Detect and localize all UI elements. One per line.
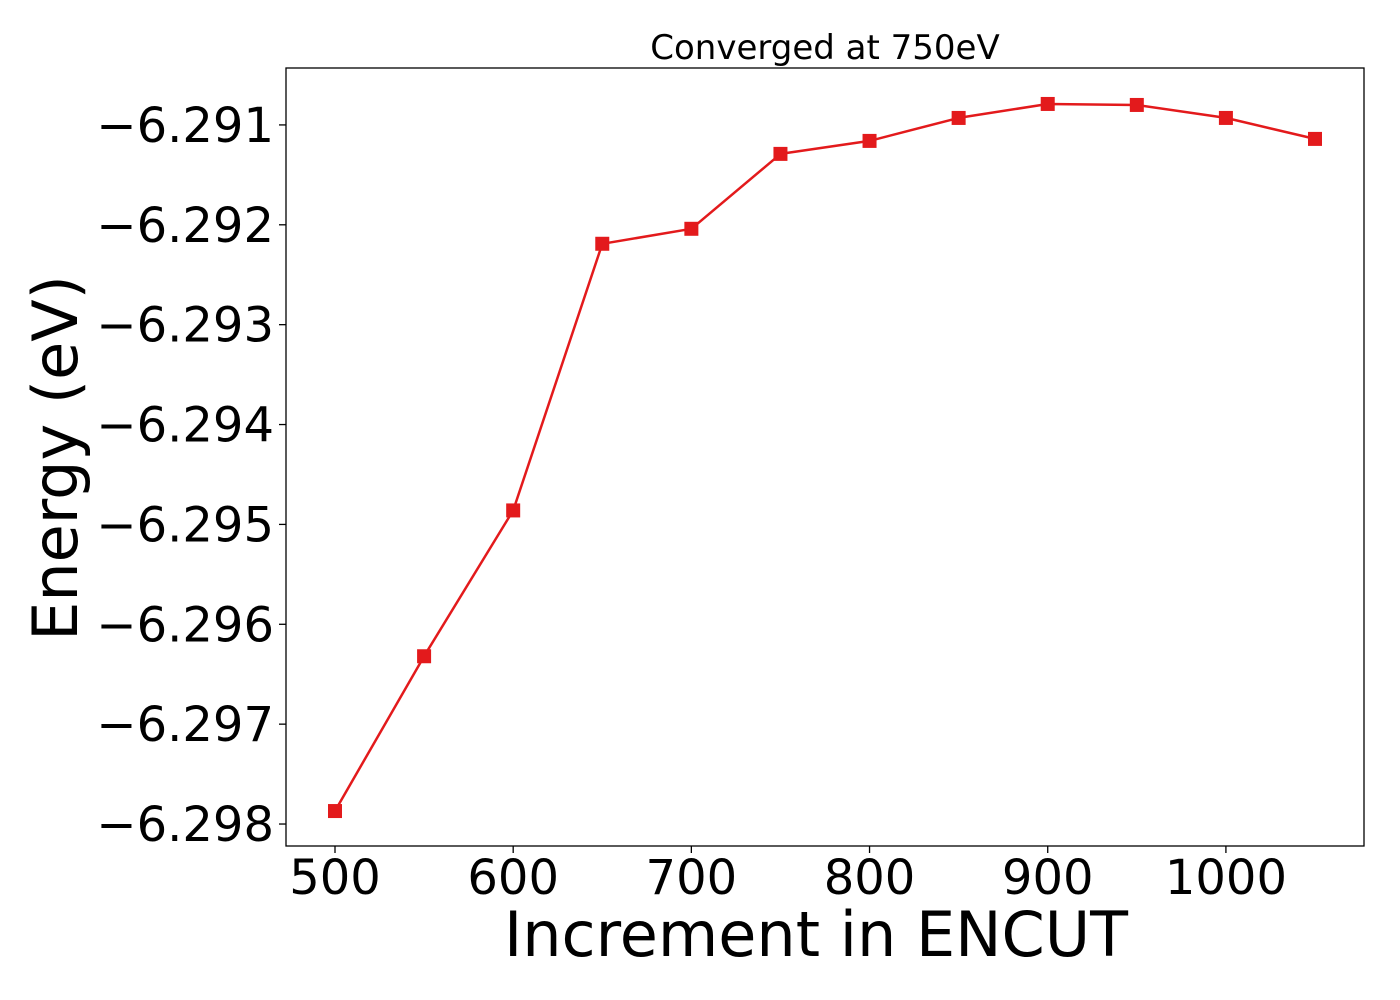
data-point: [506, 503, 521, 518]
y-tick-label: −6.295: [96, 497, 274, 553]
data-point: [328, 804, 342, 819]
x-tick-label: 900: [1002, 850, 1094, 906]
x-axis: 500 600 700 800 900 1000: [289, 846, 1287, 906]
y-axis: −6.291 −6.292 −6.293 −6.294 −6.295 −6.296 −6.2…: [96, 98, 286, 853]
x-tick-label: 700: [646, 850, 738, 906]
series-layer: [328, 96, 1322, 819]
data-point: [862, 133, 877, 148]
x-axis-label: Increment in ENCUT: [504, 898, 1129, 971]
x-tick-label: 800: [824, 850, 916, 906]
data-point: [1129, 97, 1144, 112]
chart-title: Converged at 750eV: [650, 28, 999, 68]
y-tick-label: −6.291: [96, 98, 274, 154]
x-tick-label: 1000: [1165, 850, 1287, 906]
y-tick-label: −6.292: [96, 198, 274, 254]
data-point: [951, 110, 966, 125]
y-tick-label: −6.297: [96, 697, 274, 753]
data-point: [1308, 131, 1322, 146]
y-tick-label: −6.298: [96, 797, 274, 853]
y-tick-label: −6.296: [96, 597, 274, 653]
plot-frame: [285, 67, 1365, 847]
data-point: [595, 236, 610, 251]
y-tick-label: −6.294: [96, 398, 274, 454]
data-point: [1218, 110, 1233, 125]
x-tick-label: 500: [289, 850, 381, 906]
series-line: [333, 102, 1316, 812]
y-tick-label: −6.293: [96, 298, 274, 354]
data-point: [1040, 96, 1055, 111]
data-point: [773, 146, 788, 161]
data-point: [684, 221, 699, 236]
data-point: [417, 649, 432, 664]
y-axis-label: Energy (eV): [19, 275, 92, 641]
x-tick-label: 600: [467, 850, 559, 906]
